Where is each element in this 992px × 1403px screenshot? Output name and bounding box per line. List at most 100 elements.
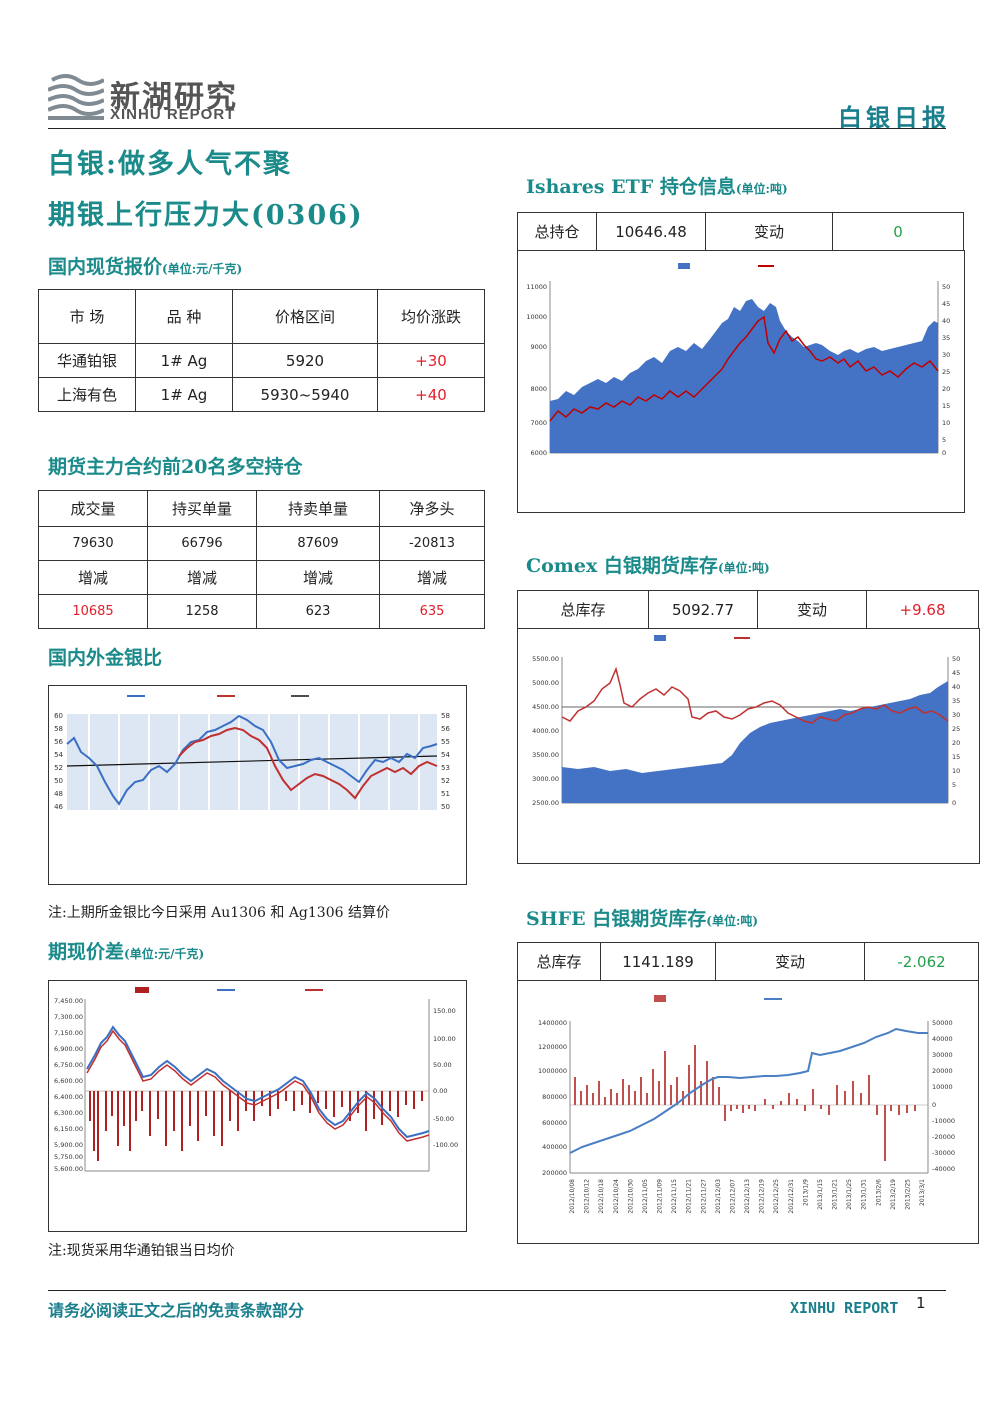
axis-tick-right: 30 <box>942 351 950 359</box>
axis-tick-right: 10 <box>952 767 960 775</box>
axis-tick-left: 1200000 <box>538 1043 567 1051</box>
axis-tick-left: 9000 <box>530 343 547 351</box>
table-cell: +40 <box>377 377 485 412</box>
table-header: 增减 <box>147 560 257 595</box>
axis-tick-right: -40000 <box>932 1165 955 1173</box>
x-axis-tick: 2012/12/03 <box>715 1179 722 1214</box>
axis-tick-left: 54 <box>54 751 63 759</box>
header: 新湖研究 XINHU REPORT 白银日报 <box>0 0 992 135</box>
x-axis-tick: 2013/3/1 <box>919 1179 926 1206</box>
x-axis-tick: 2012/11/09 <box>657 1179 664 1214</box>
axis-tick-right: 15 <box>952 753 960 761</box>
header-divider <box>48 128 946 129</box>
axis-tick-left: 60 <box>54 712 63 720</box>
x-axis-tick: 2013/2/6 <box>875 1179 882 1206</box>
axis-tick-right: 150.00 <box>433 1007 456 1015</box>
axis-tick-right: 50 <box>441 803 450 811</box>
axis-tick-left: 7,150.00 <box>54 1029 83 1037</box>
x-axis-tick: 2012/11/27 <box>700 1179 707 1214</box>
table-cell: 10646.48 <box>596 212 706 251</box>
comex-chart: 5500.00 5000.00 4500.00 4000.00 3500.00 … <box>517 628 980 864</box>
section-basis: 期现价差(单位:元/千克) <box>48 941 205 963</box>
axis-tick-left: 11000 <box>526 283 547 291</box>
table-cell: +9.68 <box>866 590 979 629</box>
x-axis-tick: 2012/11/05 <box>642 1179 649 1214</box>
table-header: 变动 <box>757 590 867 629</box>
axis-tick-left: 7000 <box>530 419 547 427</box>
axis-tick-right: 50.00 <box>433 1061 452 1069</box>
x-axis-tick: 2012/10/18 <box>598 1179 605 1214</box>
axis-tick-left: 800000 <box>542 1093 567 1101</box>
axis-tick-left: 4500.00 <box>532 703 559 711</box>
axis-tick-right: 20 <box>952 739 960 747</box>
table-header: 价格区间 <box>232 289 378 344</box>
axis-tick-left: 48 <box>54 790 63 798</box>
axis-tick-left: 10000 <box>526 313 547 321</box>
axis-tick-right: 53 <box>441 764 450 772</box>
axis-tick-right: 0.00 <box>433 1087 447 1095</box>
table-cell: 1141.189 <box>600 942 716 981</box>
table-cell: 1# Ag <box>135 377 233 412</box>
axis-tick-right: -20000 <box>932 1133 955 1141</box>
basis-note: 注:现货采用华通铂银当日均价 <box>48 1243 235 1259</box>
section-ishares: Ishares ETF 持仓信息(单位:吨) <box>526 176 788 198</box>
axis-tick-right: 30 <box>952 711 960 719</box>
shfe-svg: 1400000 1200000 1000000 800000 600000 40… <box>538 995 955 1214</box>
x-axis-tick: 2012/12/19 <box>759 1179 766 1214</box>
table-header: 增减 <box>379 560 485 595</box>
axis-tick-right: 40 <box>942 317 950 325</box>
gold-silver-ratio-note: 注:上期所金银比今日采用 Au1306 和 Ag1306 结算价 <box>48 905 390 921</box>
x-axis-tick: 2012/10/24 <box>613 1179 620 1214</box>
axis-tick-left: 6,900.00 <box>54 1045 83 1053</box>
axis-tick-left: 400000 <box>542 1143 567 1151</box>
axis-tick-right: 10000 <box>932 1083 953 1091</box>
axis-tick-left: 4000.00 <box>532 727 559 735</box>
axis-tick-left: 6,300.00 <box>54 1109 83 1117</box>
x-axis-tick: 2013/1/21 <box>832 1179 839 1210</box>
section-gold-silver-ratio: 国内外金银比 <box>48 647 163 669</box>
x-axis-tick: 2013/1/15 <box>817 1179 824 1210</box>
comex-table: 总库存 5092.77 变动 +9.68 <box>517 590 979 629</box>
x-axis-tick: 2012/10/30 <box>627 1179 634 1214</box>
x-axis-tick: 2012/12/25 <box>773 1179 780 1214</box>
axis-tick-right: 20 <box>942 385 950 393</box>
axis-tick-right: 0 <box>942 449 946 457</box>
page-number: 1 <box>916 1294 926 1312</box>
x-axis-tick: 2012/11/15 <box>671 1179 678 1214</box>
axis-tick-left: 56 <box>54 738 63 746</box>
section-comex: Comex 白银期货库存(单位:吨) <box>526 555 770 577</box>
footer-brand: XINHU REPORT <box>790 1299 899 1317</box>
axis-tick-right: 35 <box>942 334 950 342</box>
axis-tick-left: 7,300.00 <box>54 1013 83 1021</box>
spot-price-table: 市 场 品 种 价格区间 均价涨跌 华通铂银 1# Ag 5920 +30 上海… <box>38 289 485 412</box>
axis-tick-left: 6,600.00 <box>54 1077 83 1085</box>
axis-tick-right: 45 <box>952 669 960 677</box>
axis-tick-right: 25 <box>942 368 950 376</box>
axis-tick-left: 50 <box>54 777 63 785</box>
axis-tick-left: 200000 <box>542 1169 567 1177</box>
axis-tick-right: 0 <box>932 1101 936 1109</box>
x-axis-tick: 2013/1/31 <box>861 1179 868 1210</box>
axis-tick-right: -10000 <box>932 1117 955 1125</box>
axis-tick-right: 54 <box>441 751 450 759</box>
page-title-line1: 白银:做多人气不聚 <box>48 149 292 180</box>
axis-tick-right: 20000 <box>932 1067 953 1075</box>
table-cell: 0 <box>832 212 964 251</box>
table-cell: 79630 <box>38 526 148 561</box>
footer-divider <box>48 1290 946 1291</box>
axis-tick-left: 7,450.00 <box>54 997 83 1005</box>
axis-tick-left: 5,600.00 <box>54 1165 83 1173</box>
table-cell: 623 <box>256 594 380 629</box>
axis-tick-left: 5,900.00 <box>54 1141 83 1149</box>
table-cell: 5092.77 <box>648 590 758 629</box>
page-title-line2: 期银上行压力大(0306) <box>48 200 364 231</box>
table-header: 成交量 <box>38 490 148 527</box>
axis-tick-right: -30000 <box>932 1149 955 1157</box>
comex-svg: 5500.00 5000.00 4500.00 4000.00 3500.00 … <box>532 635 960 807</box>
basis-chart: 7,450.00 7,300.00 7,150.00 6,900.00 6,75… <box>48 980 467 1232</box>
axis-tick-left: 6,400.00 <box>54 1093 83 1101</box>
axis-tick-left: 1000000 <box>538 1067 567 1075</box>
logo-mark-icon <box>48 74 104 120</box>
footer-disclaimer: 请务必阅读正文之后的免责条款部分 <box>48 1301 305 1320</box>
axis-tick-right: -50.00 <box>433 1115 454 1123</box>
